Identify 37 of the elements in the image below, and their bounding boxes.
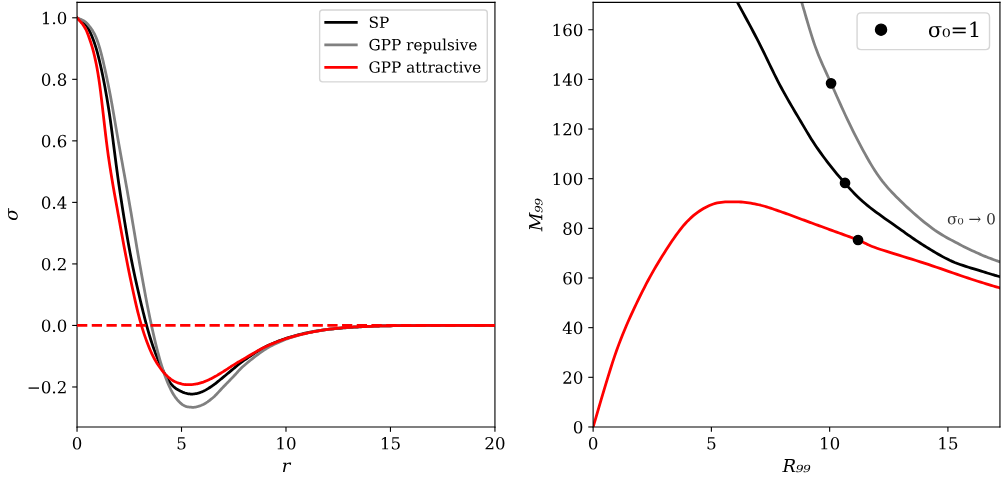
- x-axis-title: r: [282, 462, 292, 473]
- legend-label: SP: [369, 16, 389, 28]
- x-tick-label: 10: [277, 436, 296, 450]
- y-tick-label: −0.2: [28, 380, 66, 394]
- y-tick-label: 140: [553, 73, 583, 86]
- y-tick-label: 60: [563, 271, 583, 285]
- x-tick-label: 0: [588, 436, 598, 450]
- annotation: σ₀ → 0: [947, 212, 995, 225]
- x-tick-label: 15: [381, 436, 400, 450]
- y-tick-label: 0: [573, 420, 583, 434]
- x-tick-label: 15: [939, 436, 958, 450]
- y-tick-label: 80: [563, 222, 583, 235]
- y-tick-label: 100: [553, 172, 583, 186]
- y-tick-label: 160: [553, 23, 583, 37]
- x-tick-label: 5: [707, 437, 716, 450]
- y-tick-label: 0.2: [41, 257, 66, 271]
- y-tick-label: 0.4: [41, 196, 67, 209]
- y-tick-label: 0.8: [41, 73, 67, 86]
- x-axis-title: R₉₉: [782, 458, 811, 473]
- x-tick-label: 0: [72, 436, 82, 450]
- y-axis-title: σ: [8, 208, 18, 221]
- legend-label: σ₀=1: [928, 21, 979, 38]
- x-tick-label: 20: [485, 436, 505, 450]
- point: [839, 177, 851, 189]
- point: [852, 234, 864, 246]
- legend-label: GPP repulsive: [369, 38, 477, 54]
- x-tick-label: 10: [821, 436, 840, 450]
- legend-label: GPP attractive: [369, 61, 481, 73]
- x-tick-label: 5: [177, 437, 186, 450]
- point: [825, 78, 837, 89]
- y-tick-label: 1.0: [42, 11, 67, 25]
- y-tick-label: 0.6: [41, 134, 67, 148]
- y-tick-label: 0.0: [41, 319, 67, 333]
- y-tick-label: 20: [563, 371, 583, 384]
- y-tick-label: 40: [562, 321, 583, 335]
- y-tick-label: 120: [553, 123, 583, 136]
- y-axis-title: M₉₉: [529, 198, 543, 232]
